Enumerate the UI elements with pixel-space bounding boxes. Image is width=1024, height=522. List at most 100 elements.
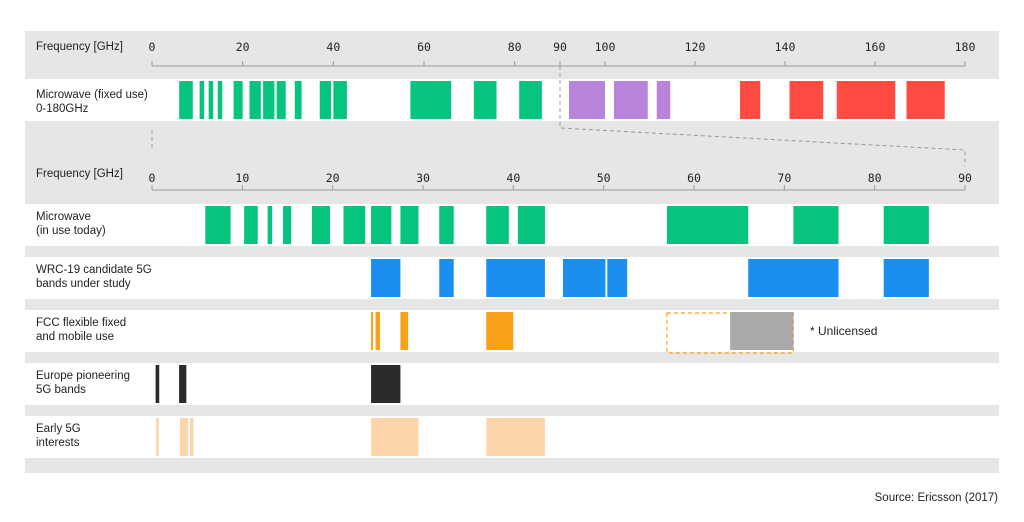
top-row-band [294,81,302,119]
top-row-band [789,81,824,119]
row-band [205,206,231,244]
top-row-band [473,81,497,119]
row-band [486,418,545,456]
top-row-band [276,81,286,119]
row-band [439,259,454,297]
row-band [883,259,929,297]
row-band [793,206,839,244]
top-axis-tick-label: 0 [149,40,156,54]
band-row: Early 5G interests [36,418,545,456]
top-row-band [208,81,214,119]
top-row-band [217,81,223,119]
top-row-band [656,81,671,119]
row-band [371,418,419,456]
top-row-band [410,81,452,119]
row-strip [25,363,999,405]
top-axis-tick-label: 100 [595,40,616,54]
bottom-axis-tick-label: 80 [868,171,882,185]
unlicensed-note: * Unlicensed [810,324,877,338]
top-axis-tick-label: 80 [508,40,522,54]
row-band [156,418,159,456]
row-label: and mobile use [36,331,114,343]
row-band [730,312,794,350]
top-row-band [836,81,896,119]
top-row-label: Microwave (fixed use) [36,89,148,101]
bottom-axis-tick-label: 50 [597,171,611,185]
top-axis-tick-label: 60 [417,40,431,54]
top-axis-tick-label: 180 [955,40,976,54]
top-row-band [906,81,945,119]
top-row-band [249,81,261,119]
top-row-label: 0-180GHz [36,103,89,115]
bottom-axis-tick-label: 90 [958,171,972,185]
band-row: Europe pioneering 5G bands [36,365,401,403]
top-row-microwave-fixed: Microwave (fixed use) 0-180GHz [36,81,945,119]
row-band [400,206,419,244]
top-row-band [578,81,605,119]
row-band [267,206,273,244]
row-band [748,259,839,297]
bottom-axis-tick-label: 30 [416,171,430,185]
row-band [439,206,454,244]
row-label: bands under study [36,278,131,290]
top-row-band [263,81,275,119]
band-rows: Microwave (in use today) WRC-19 candidate … [36,206,929,456]
zoom-connector-lines [151,66,966,166]
row-band [343,206,366,244]
row-label: 5G bands [36,384,86,396]
bottom-axis-tick-label: 60 [687,171,701,185]
row-label: interests [36,437,80,449]
row-band [375,312,381,350]
row-band [180,418,189,456]
row-band [189,418,194,456]
row-band [486,312,514,350]
row-strip [25,204,999,246]
top-axis-tick-label: 120 [685,40,706,54]
row-band [517,206,545,244]
top-row-band [179,81,193,119]
bottom-axis-tick-label: 10 [235,171,249,185]
row-band [607,259,628,297]
bottom-axis-tick-label: 70 [777,171,791,185]
top-frequency-axis: Frequency [GHz] 0 20 40 60 80 90 100 120 140 160 18… [36,40,976,67]
top-row-band [333,81,347,119]
row-band [486,259,545,297]
top-axis-tick-label: 90 [553,40,567,54]
top-row-band [569,81,578,119]
row-band [371,206,392,244]
row-label: Europe pioneering [36,370,130,382]
top-row-band [199,81,205,119]
row-label: FCC flexible fixed [36,317,126,329]
row-band [486,206,509,244]
row-band [371,312,374,350]
top-axis-label: Frequency [GHz] [36,41,123,53]
bottom-axis-tick-label: 0 [149,171,156,185]
top-row-band [740,81,761,119]
row-label: Microwave [36,211,91,223]
row-label: WRC-19 candidate 5G [36,264,152,276]
band-row: Microwave (in use today) [36,206,929,244]
top-row-band [614,81,648,119]
top-axis-tick-label: 140 [775,40,796,54]
bottom-axis-tick-label: 40 [506,171,520,185]
top-row-band [233,81,243,119]
top-axis-tick-label: 160 [865,40,886,54]
row-band [400,312,409,350]
row-band [244,206,258,244]
band-row: FCC flexible fixed and mobile use * Unlice… [36,312,877,354]
row-label: Early 5G [36,423,81,435]
row-band [155,365,160,403]
top-row-band [519,81,542,119]
row-band [883,206,929,244]
top-axis-tick-label: 40 [326,40,340,54]
top-axis-tick-label: 20 [236,40,250,54]
band-row: WRC-19 candidate 5G bands under study [36,259,929,297]
bottom-axis-tick-label: 20 [326,171,340,185]
row-band [563,259,606,297]
top-row-band [319,81,332,119]
row-band [282,206,292,244]
row-band [371,365,401,403]
row-label: (in use today) [36,225,106,237]
row-band [179,365,187,403]
